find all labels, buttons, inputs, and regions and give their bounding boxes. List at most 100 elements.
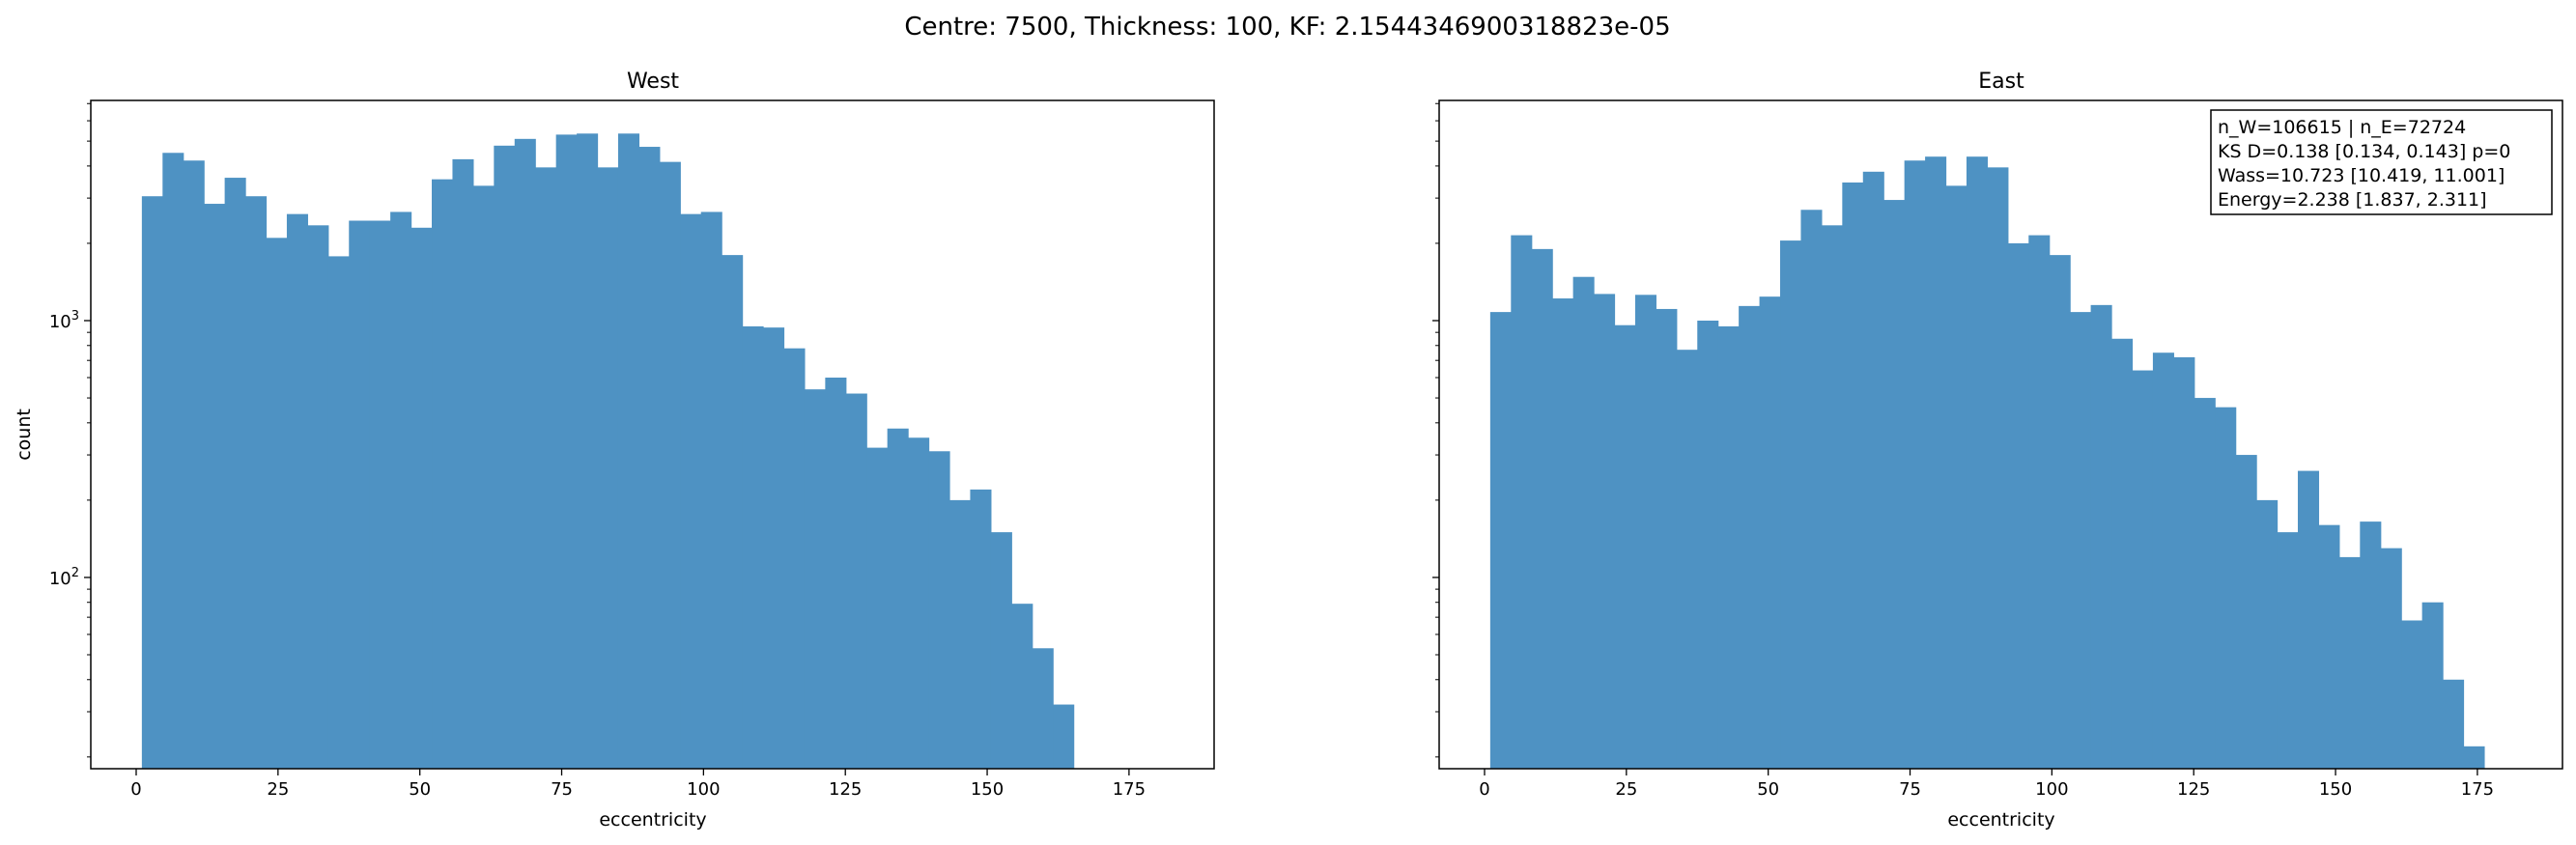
histogram-bar	[1987, 167, 2009, 770]
histogram-bar	[597, 167, 619, 770]
histogram-bar	[204, 204, 226, 770]
west-x-label: eccentricity	[599, 809, 706, 831]
histogram-bar	[742, 325, 764, 769]
histogram-bar	[1634, 295, 1656, 769]
histogram-bar	[1739, 305, 1761, 769]
x-tick-label: 100	[687, 779, 720, 800]
histogram-bar	[1842, 182, 1864, 770]
histogram-bar	[2070, 312, 2092, 769]
x-tick-label: 25	[1615, 779, 1637, 800]
histogram-bar	[1800, 210, 1823, 769]
histogram-bar	[349, 220, 371, 769]
histogram-bar	[390, 211, 412, 769]
histogram-bar	[1594, 294, 1616, 769]
histogram-bar	[183, 160, 205, 769]
histogram-bar	[494, 145, 516, 769]
histogram-bar	[162, 153, 184, 769]
histogram-bar	[2152, 352, 2174, 769]
histogram-bar	[1697, 321, 1719, 769]
histogram-bar	[2111, 338, 2134, 769]
histogram-bar	[327, 256, 350, 769]
y-tick-label: 103	[49, 309, 79, 332]
histogram-bar	[307, 225, 329, 769]
histogram-bar	[2049, 255, 2071, 769]
histogram-bar	[555, 134, 578, 769]
histogram-bar	[638, 147, 661, 770]
histogram-bar	[286, 213, 308, 769]
histogram-bar	[2235, 455, 2257, 769]
x-tick-label: 50	[409, 779, 431, 800]
west-x-ticks: 0 25 50 75 100 125 150 175	[130, 769, 1146, 800]
histogram-bar	[2297, 470, 2320, 769]
west-y-label: count	[14, 408, 35, 461]
histogram-bar	[432, 179, 454, 770]
x-tick-label: 175	[1113, 779, 1146, 800]
histogram-bar	[2380, 548, 2402, 769]
stats-line: Wass=10.723 [10.419, 11.001]	[2218, 165, 2505, 186]
x-tick-label: 150	[2319, 779, 2352, 800]
histogram-bar	[1032, 648, 1054, 769]
x-tick-label: 50	[1757, 779, 1779, 800]
histogram-bar	[1717, 325, 1740, 769]
histogram-bar	[266, 238, 288, 769]
histogram-bar	[908, 437, 930, 769]
histogram-bar	[2338, 556, 2361, 769]
histogram-bar	[410, 227, 433, 770]
histogram-bar	[2215, 407, 2237, 769]
x-tick-label: 25	[267, 779, 289, 800]
stats-box-frame	[2210, 109, 2553, 215]
histogram-bar	[1656, 308, 1678, 769]
histogram-bar	[1780, 240, 1802, 770]
stats-line: n_W=106615 | n_E=72724	[2218, 117, 2466, 138]
histogram-bar	[514, 138, 536, 769]
east-axes-frame	[1438, 99, 2563, 770]
histogram-bar	[990, 532, 1012, 769]
histogram-bar	[1552, 298, 1574, 769]
histogram-bar	[1511, 235, 1533, 770]
x-tick-label: 75	[551, 779, 573, 800]
histogram-bar	[2318, 524, 2340, 769]
histogram-bar	[2277, 532, 2299, 769]
west-y-ticks: 102 103	[49, 102, 91, 758]
histogram-bar	[845, 393, 867, 769]
histogram-bar	[2132, 370, 2154, 769]
histogram-bar	[1489, 312, 1512, 769]
histogram-bar	[2443, 679, 2465, 769]
histogram-bar	[1862, 171, 1884, 769]
histogram-bar	[2007, 242, 2029, 769]
west-panel: West 0 25 50 75 100 125 150 175 102 103 eccentri…	[14, 70, 1215, 831]
x-tick-label: 175	[2461, 779, 2494, 800]
histogram-bar	[659, 161, 681, 769]
histogram-bar	[2401, 620, 2423, 769]
x-tick-label: 125	[829, 779, 862, 800]
x-tick-label: 100	[2035, 779, 2068, 800]
histogram-bar	[1531, 248, 1553, 769]
x-tick-label: 0	[1479, 779, 1489, 800]
stats-line: KS D=0.138 [0.134, 0.143] p=0	[2218, 141, 2510, 162]
east-y-ticks	[1432, 102, 1439, 758]
histogram-bar	[141, 196, 163, 769]
y-tick-label: 102	[49, 566, 79, 589]
histogram-bar	[2360, 521, 2382, 769]
x-tick-label: 75	[1899, 779, 1921, 800]
histogram-bar	[1945, 185, 1967, 769]
histogram-bar	[1011, 604, 1033, 769]
histogram-bar	[369, 220, 391, 769]
east-x-label: eccentricity	[1947, 809, 2054, 831]
histogram-bar	[2463, 746, 2485, 769]
histogram-bar	[245, 196, 268, 769]
histogram-bar	[825, 378, 847, 769]
histogram-bar	[722, 255, 744, 769]
histogram-bar	[700, 211, 722, 769]
east-panel: East 0 25 50 75 100 125 150 175 eccentricity n_…	[1432, 70, 2563, 831]
histogram-bar	[2256, 499, 2279, 769]
histogram-bar	[783, 348, 806, 769]
histogram-bar	[1883, 200, 1906, 769]
stats-line: Energy=2.238 [1.837, 2.311]	[2218, 189, 2487, 211]
histogram-bar	[224, 178, 246, 769]
histogram-bar	[680, 213, 702, 769]
west-title: West	[627, 70, 679, 94]
east-x-ticks: 0 25 50 75 100 125 150 175	[1479, 769, 2494, 800]
histogram-bar	[2090, 304, 2112, 769]
